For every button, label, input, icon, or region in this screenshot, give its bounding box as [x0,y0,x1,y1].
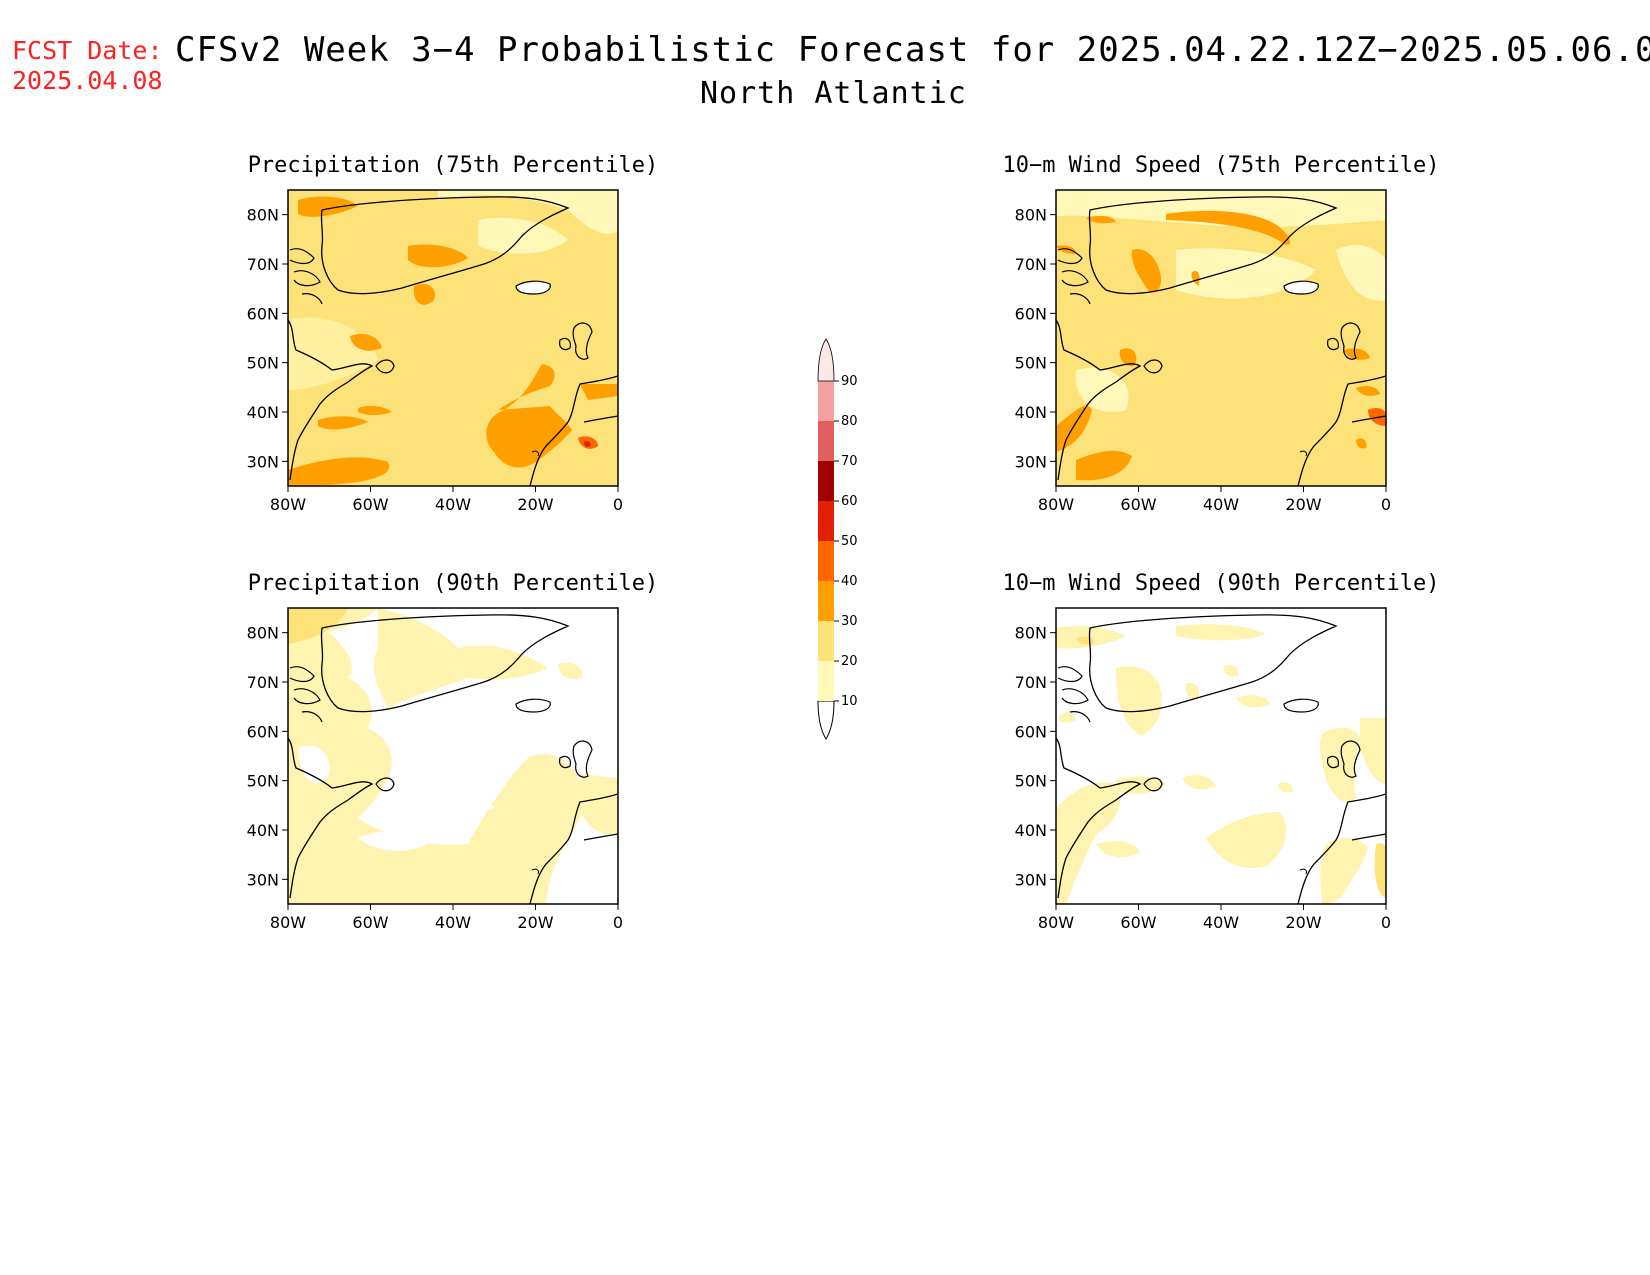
colorbar-lower-arrow [817,700,835,740]
lat-tick-label: 30N [1015,870,1047,889]
map-panel-wind-75 [1055,189,1387,487]
lat-tick-label: 30N [1015,452,1047,471]
colorbar-tick-label: 20 [841,654,858,669]
map-panel-precip-75 [287,189,619,487]
lon-tick-label: 80W [1038,495,1074,514]
lat-tick-label: 40N [247,821,279,840]
map-panel-precip-90 [287,607,619,905]
lon-tick-label: 80W [270,913,306,932]
colorbar-tick-label: 30 [841,614,858,629]
lon-tick-label: 0 [613,913,623,932]
lon-tick-label: 80W [1038,913,1074,932]
colorbar-tick-label: 80 [841,414,858,429]
lon-tick-label: 60W [1120,495,1156,514]
lon-tick-label: 60W [352,495,388,514]
lat-tick-label: 50N [247,354,279,373]
colorbar-segment [818,381,834,421]
lon-tick-label: 0 [1381,495,1391,514]
lon-tick-label: 40W [435,495,471,514]
colorbar-segment [818,461,834,501]
lat-tick-label: 40N [1015,403,1047,422]
lat-tick-label: 50N [1015,772,1047,791]
panel-title-precip-75: Precipitation (75th Percentile) [248,153,659,178]
colorbar-tick-label: 60 [841,494,858,509]
colorbar-segment [818,581,834,621]
colorbar-tick-label: 10 [841,694,858,709]
panel-title-precip-90: Precipitation (90th Percentile) [248,571,659,596]
colorbar-segment [818,541,834,581]
colorbar-upper-arrow [817,338,835,382]
lat-tick-label: 30N [247,452,279,471]
lat-tick-label: 80N [1015,624,1047,643]
lat-tick-label: 60N [1015,304,1047,323]
colorbar-segment [818,661,834,701]
lon-tick-label: 20W [1285,495,1321,514]
lon-tick-label: 0 [1381,913,1391,932]
colorbar-tick-label: 90 [841,374,858,389]
colorbar-segment [818,501,834,541]
lat-tick-label: 50N [1015,354,1047,373]
lat-tick-label: 30N [247,870,279,889]
lon-tick-label: 60W [1120,913,1156,932]
lon-tick-label: 80W [270,495,306,514]
lon-tick-label: 40W [1203,495,1239,514]
lon-tick-label: 40W [435,913,471,932]
map-panel-wind-90 [1055,607,1387,905]
lon-tick-label: 20W [517,495,553,514]
lat-tick-label: 50N [247,772,279,791]
lat-tick-label: 80N [1015,206,1047,225]
lat-tick-label: 80N [247,624,279,643]
colorbar-segment [818,421,834,461]
colorbar-tick-label: 40 [841,574,858,589]
panel-title-wind-90: 10−m Wind Speed (90th Percentile) [1002,571,1439,596]
colorbar-tick-label: 50 [841,534,858,549]
lat-tick-label: 60N [247,304,279,323]
lat-tick-label: 40N [247,403,279,422]
lat-tick-label: 60N [1015,722,1047,741]
lat-tick-label: 60N [247,722,279,741]
lon-tick-label: 20W [517,913,553,932]
lat-tick-label: 70N [1015,673,1047,692]
lat-tick-label: 80N [247,206,279,225]
lon-tick-label: 0 [613,495,623,514]
forecast-date-label: FCST Date: [12,36,163,65]
lat-tick-label: 40N [1015,821,1047,840]
lat-tick-label: 70N [247,673,279,692]
lon-tick-label: 60W [352,913,388,932]
lon-tick-label: 20W [1285,913,1321,932]
forecast-date-value: 2025.04.08 [12,66,163,95]
colorbar-segment [818,621,834,661]
region-subtitle: North Atlantic [700,76,967,111]
colorbar-tick-label: 70 [841,454,858,469]
lat-tick-label: 70N [1015,255,1047,274]
panel-title-wind-75: 10−m Wind Speed (75th Percentile) [1002,153,1439,178]
lon-tick-label: 40W [1203,913,1239,932]
colorbar: 10 20 30 40 50 60 70 80 90 [817,338,858,740]
axis-ticks-layer: 80W 60W 40W 20W 0 80N 70N 60N 50N 40N 30N 80W 60W 40W… [247,206,1391,932]
page-title: CFSv2 Week 3−4 Probabilistic Forecast fo… [175,30,1650,70]
lat-tick-label: 70N [247,255,279,274]
